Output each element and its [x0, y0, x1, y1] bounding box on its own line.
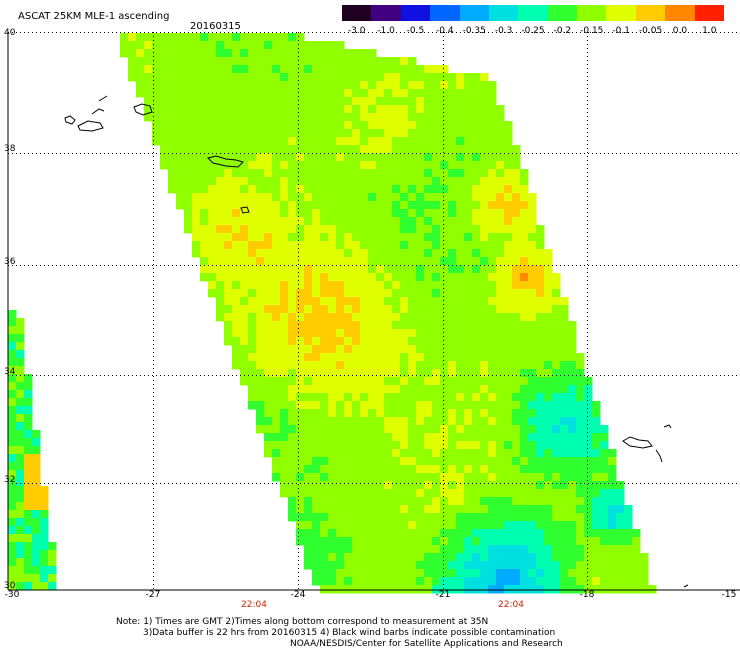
island-sao-miguel: [207, 155, 244, 168]
colorbar-swatch: [577, 5, 607, 21]
lon-label-minus15: -15: [721, 590, 737, 600]
colorbar-swatch: [665, 5, 696, 21]
colorbar-swatch: [459, 5, 490, 21]
swath-data: [120, 33, 657, 594]
colorbar-label: -0.1: [612, 26, 630, 36]
coastlines: [64, 95, 689, 588]
lat-label-34: 34: [4, 367, 16, 377]
left-swath-data: [8, 310, 57, 591]
colorbar-label: -0.3: [494, 26, 513, 36]
colorbar-swatch: [606, 5, 637, 21]
colorbar-swatch: [488, 5, 519, 21]
island-faial: [77, 120, 104, 132]
colorbar-swatch: [400, 5, 431, 21]
lon-label-minus18: -18: [579, 590, 595, 600]
map-date: 20160315: [190, 21, 241, 32]
lon-label-minus24: -24: [290, 590, 306, 600]
island-desertas: [655, 449, 663, 463]
lat-label-36: 36: [4, 257, 16, 267]
plot-frame: [7, 32, 740, 591]
colorbar-swatch: [547, 5, 578, 21]
colorbar-swatch: [342, 5, 372, 21]
colorbar-swatch: [430, 5, 461, 21]
island-pico: [91, 108, 105, 115]
lat-label-40: 40: [4, 28, 16, 38]
lon-label-minus27: -27: [145, 590, 161, 600]
lon-label-minus21: -21: [435, 590, 451, 600]
colorbar-label: -0.35: [462, 26, 486, 36]
lat-label-38: 38: [4, 144, 16, 154]
island-sao-jorge: [98, 95, 108, 102]
colorbar-label: -0.2: [553, 26, 572, 36]
canary-fragment: [683, 584, 689, 588]
colorbar-label: 0.0: [672, 26, 688, 36]
colorbar-label: -0.05: [638, 26, 663, 36]
island-porto-santo: [663, 424, 672, 429]
note-line-2: 3)Data buffer is 22 hrs from 20160315 4)…: [143, 628, 556, 638]
pass-time-1: 22:04: [241, 600, 267, 610]
colorbar-label: -0.5: [406, 26, 425, 36]
note-line-3: NOAA/NESDIS/Center for Satellite Applica…: [290, 639, 563, 649]
island-terceira: [133, 103, 153, 116]
island-santa-maria: [240, 206, 250, 214]
colorbar-swatch: [635, 5, 666, 21]
graticule: [8, 32, 740, 590]
pass-time-2: 22:04: [498, 600, 524, 610]
colorbar-label: -0.4: [436, 26, 454, 36]
note-line-1: Note: 1) Times are GMT 2)Times along bot…: [116, 617, 489, 627]
colorbar-swatch: [694, 5, 725, 21]
colorbar-label: -0.25: [521, 26, 545, 36]
island-madeira: [622, 436, 653, 449]
lon-label-minus30: -30: [4, 590, 20, 600]
colorbar-label: 1.0: [702, 26, 717, 36]
colorbar-swatch: [518, 5, 549, 21]
colorbar-swatch: [371, 5, 402, 21]
lat-label-30: 30: [4, 581, 16, 591]
colorbar-label: -3.0: [347, 26, 366, 36]
island-flores: [64, 115, 76, 125]
colorbar-label: -0.15: [580, 26, 604, 36]
map-title: ASCAT 25KM MLE-1 ascending: [18, 11, 170, 22]
lat-label-32: 32: [4, 475, 16, 485]
colorbar-label: -1.0: [377, 26, 395, 36]
